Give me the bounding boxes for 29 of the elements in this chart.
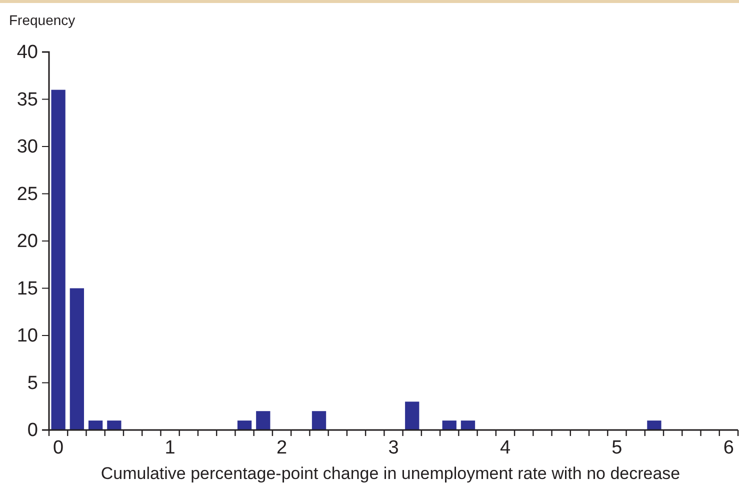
- y-tick-label: 20: [16, 231, 38, 252]
- bar: [405, 402, 420, 430]
- bar: [442, 420, 456, 430]
- x-tick-label: 4: [500, 437, 511, 458]
- bar: [88, 420, 103, 430]
- bar: [70, 288, 84, 430]
- y-tick-label: 35: [16, 89, 38, 110]
- x-tick-label: 3: [388, 437, 399, 458]
- bar: [107, 420, 122, 430]
- x-tick-label: 5: [612, 437, 622, 458]
- y-tick-label: 10: [16, 326, 38, 347]
- bar: [312, 411, 326, 430]
- bar: [647, 420, 662, 430]
- bar: [237, 420, 252, 430]
- x-tick-label: 0: [53, 437, 64, 458]
- x-axis-title: Cumulative percentage-point change in unemployment rate with no decrease: [100, 464, 680, 483]
- y-tick-label: 15: [16, 278, 38, 300]
- y-axis-title: Frequency: [9, 12, 76, 28]
- y-tick-label: 25: [16, 184, 38, 205]
- y-tick-label: 30: [16, 136, 38, 158]
- y-tick-label: 40: [16, 42, 38, 64]
- y-tick-label: 0: [27, 420, 38, 442]
- x-tick-label: 1: [164, 437, 176, 458]
- bar: [51, 90, 66, 430]
- x-tick-label: 6: [723, 437, 734, 458]
- bar: [256, 411, 270, 430]
- bar: [460, 420, 476, 430]
- y-tick-label: 5: [27, 372, 38, 394]
- x-tick-label: 2: [276, 437, 288, 458]
